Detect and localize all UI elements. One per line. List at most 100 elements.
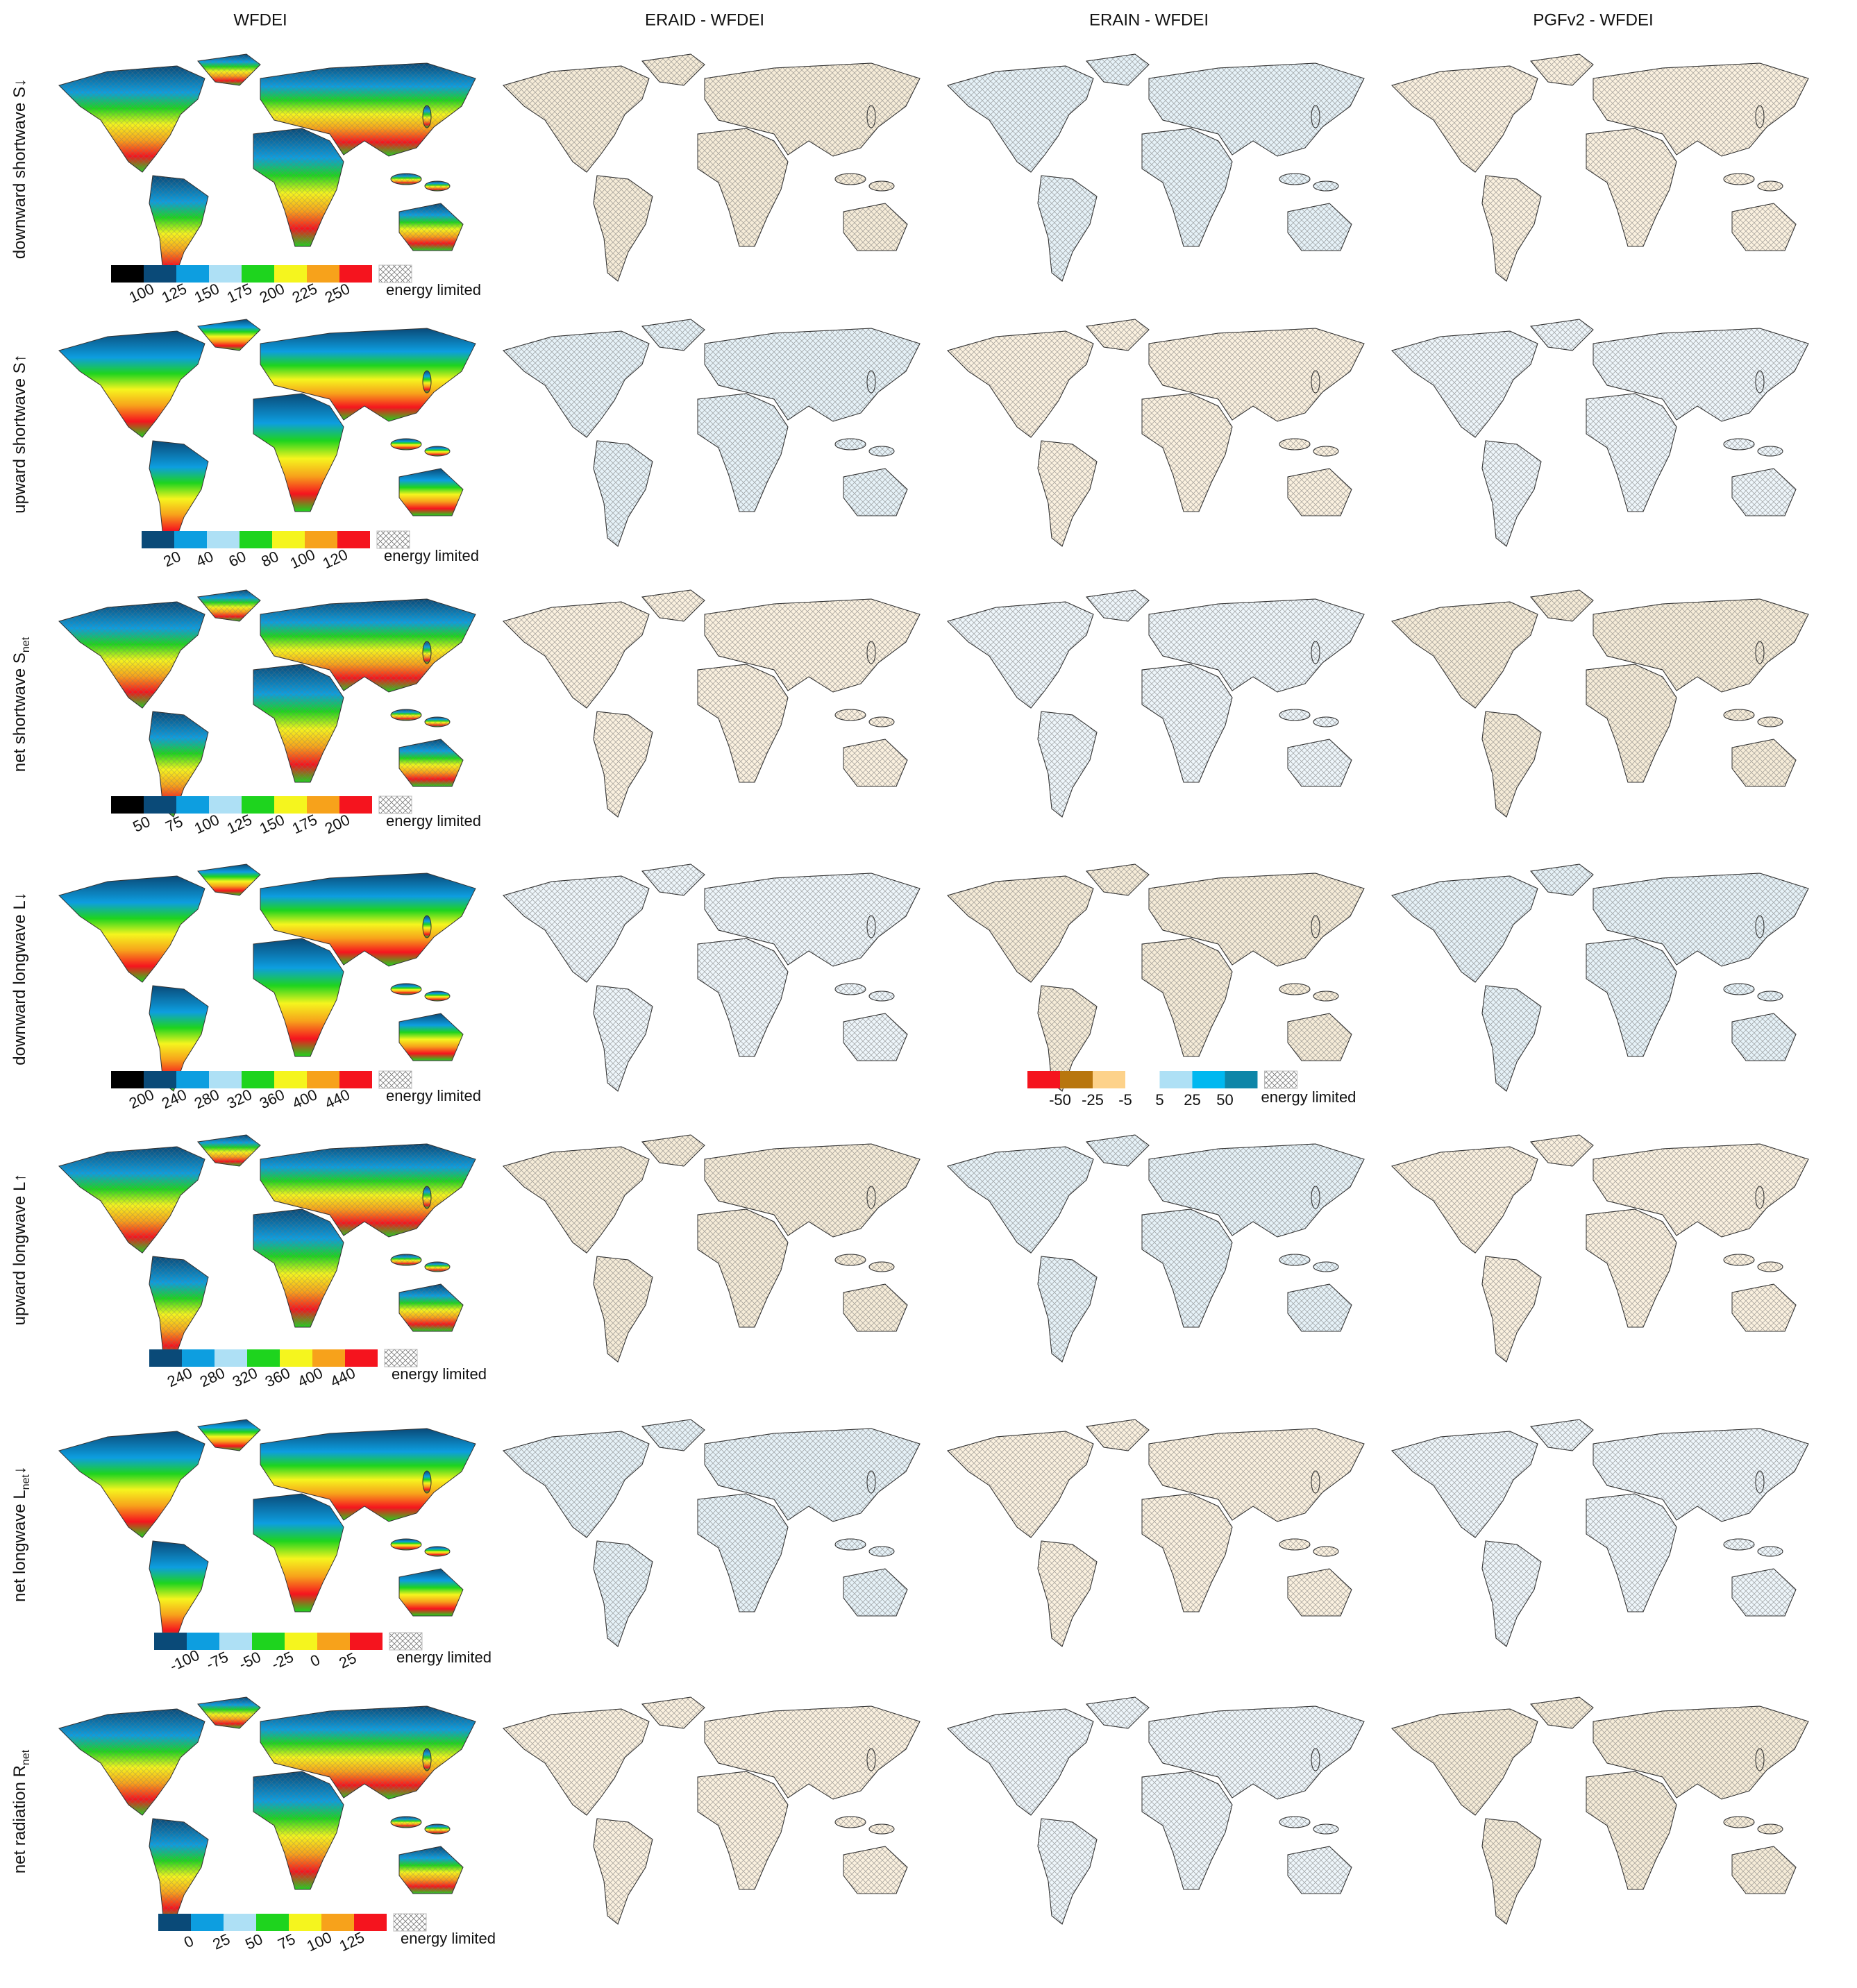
colorbar-box	[247, 1349, 280, 1367]
hatch-overlay	[503, 589, 921, 818]
colorbar-box	[274, 265, 307, 283]
hatch-overlay	[1391, 1696, 1809, 1925]
column-header: ERAID - WFDEI	[645, 10, 764, 29]
row-label: upward shortwave S↑	[10, 354, 29, 513]
colorbar-tick-label: 80	[258, 548, 281, 571]
colorbar-tick-label: 200	[257, 280, 287, 306]
colorbar-tick-label: 25	[1184, 1091, 1200, 1109]
colorbar-tick-label: 320	[224, 1086, 255, 1112]
hatch-overlay	[1391, 864, 1809, 1092]
hatch-box	[376, 530, 410, 549]
hatch-overlay	[58, 1134, 476, 1363]
row-label-text: downward shortwave S↓	[10, 78, 29, 259]
colorbar-tick-label: 440	[322, 1086, 353, 1112]
colorbar-box	[224, 1914, 256, 1931]
colorbar-tick-label: 150	[257, 811, 287, 837]
colorbar-tick-label: 400	[289, 1086, 320, 1112]
colorbar-box	[182, 1349, 215, 1367]
colorbar-tick-label: 120	[320, 546, 351, 572]
colorbar-tick-label: 200	[322, 811, 353, 837]
colorbar-tick-label: 200	[126, 1086, 157, 1112]
hatch-overlay	[503, 864, 921, 1092]
hatch-box	[384, 1349, 418, 1367]
colorbar-tick-label: 175	[224, 280, 255, 306]
colorbar-box	[317, 1633, 350, 1650]
row-label-text: upward longwave L↑	[10, 1174, 29, 1326]
colorbar-tick-label: 320	[230, 1364, 260, 1390]
colorbar-box	[321, 1914, 354, 1931]
row-label-suffix: ↓	[10, 1466, 29, 1474]
colorbar-tick-label: -50	[1049, 1091, 1071, 1109]
colorbar-box	[339, 1071, 372, 1088]
hatch-overlay	[503, 1419, 921, 1647]
colorbar-box	[339, 265, 372, 283]
colorbar-box	[149, 1349, 182, 1367]
colorbar-tick-label: -100	[167, 1646, 202, 1675]
hatch-box	[378, 795, 412, 814]
colorbar-tick-label: 50	[242, 1930, 265, 1953]
hatch-overlay	[1391, 319, 1809, 547]
row-label-text: net radiation R	[10, 1765, 29, 1873]
colorbar-box	[289, 1914, 321, 1931]
row-label: downward shortwave S↓	[10, 78, 29, 259]
hatch-overlay	[58, 1696, 476, 1925]
row-label: upward longwave L↑	[10, 1174, 29, 1326]
row-label-text: upward shortwave S↑	[10, 354, 29, 513]
colorbar-note: energy limited	[401, 1930, 496, 1947]
colorbar-box	[240, 531, 272, 548]
colorbar-box	[174, 531, 207, 548]
colorbar-box	[207, 531, 240, 548]
row-label-subscript: net	[20, 1749, 32, 1765]
colorbar-box	[274, 796, 307, 814]
colorbar-tick-label: -5	[1118, 1091, 1132, 1109]
colorbar-note: energy limited	[386, 281, 481, 298]
colorbar-tick-label: 280	[192, 1086, 222, 1112]
hatch-overlay	[947, 1696, 1365, 1925]
map	[58, 864, 476, 1092]
map	[58, 1419, 476, 1647]
colorbar-tick-label: 150	[192, 280, 222, 306]
colorbar-tick-label: -25	[1082, 1091, 1104, 1109]
hatch-overlay	[947, 1419, 1365, 1647]
hatch-overlay	[947, 589, 1365, 818]
hatch-box	[1263, 1070, 1297, 1089]
hatch-overlay	[503, 1134, 921, 1363]
hatch-box	[378, 264, 412, 283]
colorbar-tick-label: 75	[275, 1930, 298, 1953]
colorbar-box	[350, 1633, 383, 1650]
map	[58, 319, 476, 547]
hatch-overlay	[503, 53, 921, 282]
row-label-text: net shortwave S	[10, 652, 29, 772]
colorbar-box	[219, 1633, 252, 1650]
colorbar-box	[111, 265, 144, 283]
colorbar-tick-label: 100	[126, 280, 157, 306]
colorbar-box	[242, 796, 274, 814]
row-label: net longwave Lnet↓	[10, 1466, 32, 1602]
colorbar-box	[144, 265, 176, 283]
colorbar-box	[144, 796, 176, 814]
hatch-box	[393, 1913, 427, 1932]
hatch-overlay	[1391, 1419, 1809, 1647]
colorbar-box	[1027, 1071, 1060, 1088]
colorbar-box	[1093, 1071, 1125, 1088]
row-label: net shortwave Snet	[10, 637, 32, 772]
hatch-overlay	[503, 319, 921, 547]
hatch-box	[389, 1632, 423, 1651]
colorbar-tick-label: 5	[1155, 1091, 1163, 1109]
hatch-overlay	[503, 1696, 921, 1925]
colorbar-box	[176, 1071, 209, 1088]
colorbar-tick-label: 20	[160, 548, 183, 571]
colorbar-tick-label: 0	[181, 1932, 196, 1951]
colorbar-tick-label: 360	[257, 1086, 287, 1112]
hatch-overlay	[947, 1134, 1365, 1363]
colorbar-box	[272, 531, 305, 548]
colorbar-box	[176, 265, 209, 283]
hatch-overlay	[947, 319, 1365, 547]
colorbar-box	[111, 796, 144, 814]
colorbar-box	[339, 796, 372, 814]
colorbar-box	[215, 1349, 247, 1367]
colorbar-box	[242, 1071, 274, 1088]
colorbar-box	[256, 1914, 289, 1931]
colorbar-box	[252, 1633, 285, 1650]
colorbar-box	[1060, 1071, 1093, 1088]
